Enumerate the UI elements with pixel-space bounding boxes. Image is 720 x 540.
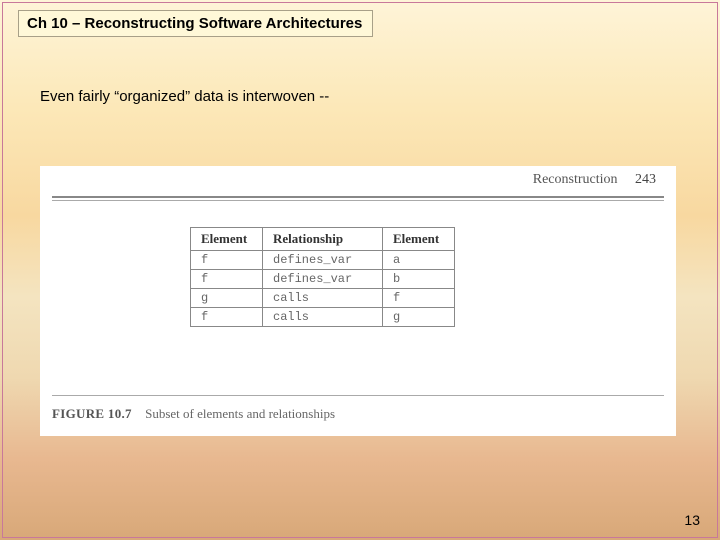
cell-element-dst: f [383,289,455,308]
cell-relationship: defines_var [263,251,383,270]
relationship-table: Element Relationship Element f defines_v… [190,227,455,327]
column-header: Element [191,228,263,251]
figure-section-name: Reconstruction [533,172,618,187]
relationship-table-wrap: Element Relationship Element f defines_v… [190,227,676,327]
divider [52,200,664,201]
table-row: f calls g [191,308,455,327]
table-row: g calls f [191,289,455,308]
table-row: f defines_var a [191,251,455,270]
table-header-row: Element Relationship Element [191,228,455,251]
cell-element-dst: b [383,270,455,289]
cell-relationship: calls [263,308,383,327]
column-header: Relationship [263,228,383,251]
cell-relationship: calls [263,289,383,308]
cell-element-src: g [191,289,263,308]
divider [52,395,664,396]
cell-element-src: f [191,308,263,327]
figure-panel: Reconstruction 243 Element Relationship … [40,166,676,436]
slide-title: Ch 10 – Reconstructing Software Architec… [18,10,373,37]
cell-element-src: f [191,251,263,270]
divider [52,196,664,198]
figure-caption-text: Subset of elements and relationships [145,406,335,421]
figure-page-header: Reconstruction 243 [40,166,676,190]
slide-subtitle: Even fairly “organized” data is interwov… [40,88,329,105]
figure-caption-label: FIGURE 10.7 [52,406,132,421]
cell-element-dst: g [383,308,455,327]
cell-element-src: f [191,270,263,289]
figure-page-number: 243 [635,172,656,187]
cell-element-dst: a [383,251,455,270]
cell-relationship: defines_var [263,270,383,289]
table-row: f defines_var b [191,270,455,289]
slide-number: 13 [684,512,700,528]
column-header: Element [383,228,455,251]
figure-caption: FIGURE 10.7 Subset of elements and relat… [52,406,335,422]
